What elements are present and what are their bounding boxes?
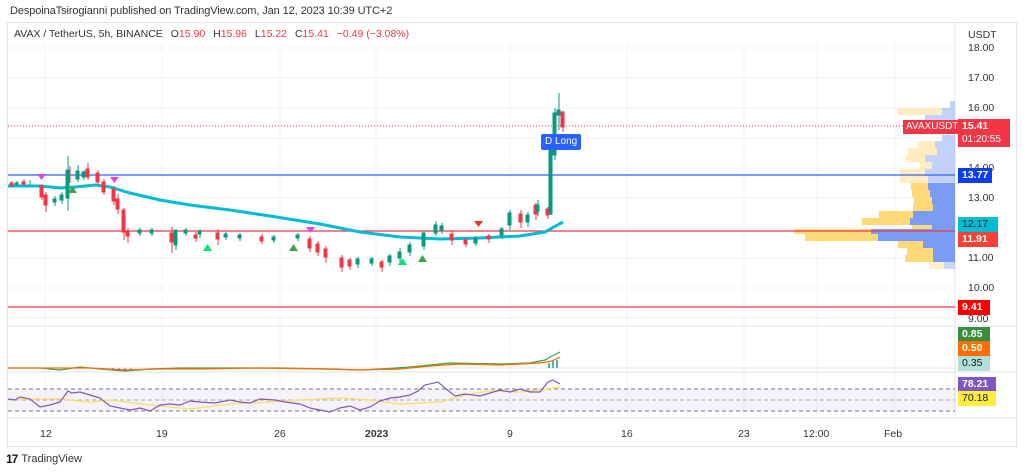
ma-price-tag: 12.17 <box>958 217 998 232</box>
bar-countdown: 01:20:55 <box>962 134 1001 145</box>
sell-signal-icon <box>110 177 119 183</box>
histogram-value-tag: 0.35 <box>958 356 990 371</box>
sell-signal-icon <box>37 174 46 180</box>
open-label: O <box>170 28 179 40</box>
sell-signal-icon <box>474 221 483 227</box>
buy-signal-icon <box>398 258 407 265</box>
last-price-tag: 15.41 01:20:55 <box>958 119 1010 147</box>
open-value: 15.90 <box>178 28 206 40</box>
rsi-value-tag: 78.21 <box>958 377 996 392</box>
published-byline: DespoinaTsirogianni published on Trading… <box>10 5 393 17</box>
buy-signal-icon <box>418 255 427 262</box>
currency-label: USDT <box>968 29 997 41</box>
time-tick: Feb <box>884 428 903 440</box>
time-tick: 23 <box>738 428 750 440</box>
high-value: 15.96 <box>220 28 247 40</box>
signal-value-tag: 0.50 <box>958 341 990 356</box>
price-tick: 16.00 <box>968 102 995 114</box>
last-price: 15.41 <box>962 120 989 132</box>
price-tick: 13.00 <box>968 192 995 204</box>
grid-horizontal <box>8 47 955 319</box>
price-tick: 17.00 <box>968 72 995 84</box>
price-tick: 10.00 <box>968 282 995 294</box>
time-tick: 16 <box>621 428 633 440</box>
buy-signal-icon <box>289 244 298 251</box>
tradingview-logo-icon: 17 <box>6 452 18 466</box>
tradingview-footer[interactable]: 17 TradingView <box>6 452 82 466</box>
time-tick: 12:00 <box>803 428 830 440</box>
sell-signal-icon <box>306 227 315 233</box>
rsi-pane <box>7 379 955 413</box>
low-price-tag: 9.41 <box>958 300 990 315</box>
time-tick: 19 <box>156 428 168 440</box>
brand-name: TradingView <box>21 453 82 465</box>
buy-signal-icon <box>68 186 77 193</box>
price-tick: 9.00 <box>968 313 989 325</box>
time-tick-year: 2023 <box>365 428 389 440</box>
price-tick: 18.00 <box>968 42 995 54</box>
high-label: H <box>213 28 221 40</box>
rsi-ma-value-tag: 70.18 <box>958 391 996 406</box>
signal-markers <box>37 174 483 265</box>
close-value: 15.41 <box>302 28 329 40</box>
chart-frame <box>7 22 1017 447</box>
support-price-tag: 11.91 <box>958 232 998 247</box>
change-value: −0.49 (−3.08%) <box>336 28 410 40</box>
macd-value-tag: 0.85 <box>958 327 990 342</box>
time-tick: 12 <box>40 428 52 440</box>
time-tick: 26 <box>274 428 286 440</box>
grid-vertical <box>44 42 896 418</box>
price-tick: 11.00 <box>968 252 994 264</box>
symbol-legend[interactable]: AVAX / TetherUS, 5h, BINANCE O15.90 H15.… <box>14 28 409 40</box>
resistance-price-tag: 13.77 <box>958 168 993 183</box>
time-tick: 9 <box>507 428 513 440</box>
low-value: 15.22 <box>260 28 288 40</box>
candles <box>9 93 565 272</box>
symbol-title: AVAX / TetherUS, 5h, BINANCE <box>14 28 163 40</box>
close-label: C <box>294 28 303 40</box>
buy-signal-icon <box>203 244 212 251</box>
macd-pane <box>8 351 955 372</box>
symbol-price-tag: AVAXUSDT <box>903 120 962 134</box>
moving-average-line <box>8 183 564 241</box>
low-label: L <box>254 28 261 40</box>
d-long-signal-label: D Long <box>541 134 582 150</box>
